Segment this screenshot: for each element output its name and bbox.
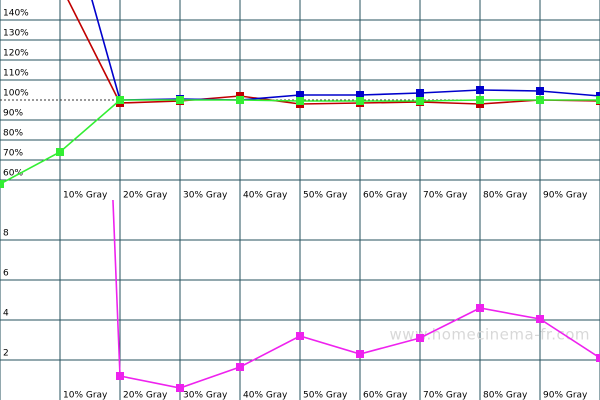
data-point [56, 148, 64, 156]
x-tick-label: 30% Gray [183, 191, 228, 201]
data-point [356, 350, 364, 358]
y-tick-label: 2 [3, 349, 9, 359]
y-tick-label: 60% [3, 169, 23, 179]
y-tick-label: 70% [3, 149, 23, 159]
data-point [236, 96, 244, 104]
data-point [356, 97, 364, 105]
x-tick-label: 40% Gray [243, 391, 288, 400]
x-tick-label: 50% Gray [303, 191, 348, 201]
y-tick-label: 6 [3, 269, 9, 279]
x-tick-label: 50% Gray [303, 391, 348, 400]
data-point [536, 87, 544, 95]
x-tick-label: 80% Gray [483, 391, 528, 400]
data-point [176, 384, 184, 392]
data-point [296, 97, 304, 105]
x-tick-label: 90% Gray [543, 391, 588, 400]
data-point [536, 315, 544, 323]
series-line [112, 200, 600, 389]
x-tick-label: 60% Gray [363, 191, 408, 201]
x-tick-label: 80% Gray [483, 191, 528, 201]
data-point [536, 96, 544, 104]
series-line [91, 0, 600, 101]
data-point [476, 86, 484, 94]
y-tick-label: 100% [3, 89, 29, 99]
data-point [596, 354, 600, 362]
data-point [176, 96, 184, 104]
data-point [416, 89, 424, 97]
y-tick-label: 8 [3, 229, 9, 239]
x-tick-label: 60% Gray [363, 391, 408, 400]
data-point [0, 180, 4, 188]
data-point [116, 96, 124, 104]
x-tick-label: 90% Gray [543, 191, 588, 201]
panel: 60% 70% 80% 90% 100% 110% 120% 130% 140% 10% Gray… [0, 0, 600, 201]
y-tick-label: 90% [3, 109, 23, 119]
watermark: www.homecinema-fr.com [390, 326, 590, 344]
data-point [416, 334, 424, 342]
x-tick-label: 10% Gray [63, 191, 108, 201]
x-tick-label: 70% Gray [423, 391, 468, 400]
x-tick-label: 30% Gray [183, 391, 228, 400]
x-tick-label: 20% Gray [123, 391, 168, 400]
x-tick-label: 40% Gray [243, 191, 288, 201]
data-point [296, 91, 304, 99]
x-tick-label: 10% Gray [63, 391, 108, 400]
x-tick-label: 20% Gray [123, 191, 168, 201]
data-point [416, 97, 424, 105]
y-tick-label: 80% [3, 129, 23, 139]
y-tick-label: 120% [3, 49, 29, 59]
y-tick-label: 110% [3, 69, 29, 79]
data-point [596, 96, 600, 104]
data-point [236, 363, 244, 371]
y-tick-label: 130% [3, 29, 29, 39]
x-tick-label: 70% Gray [423, 191, 468, 201]
series-line [67, 0, 600, 105]
data-point [476, 96, 484, 104]
data-point [116, 372, 124, 380]
data-point [296, 332, 304, 340]
data-point [476, 304, 484, 312]
data-point [356, 91, 364, 99]
y-tick-label: 140% [3, 9, 29, 19]
y-tick-label: 4 [3, 309, 9, 319]
